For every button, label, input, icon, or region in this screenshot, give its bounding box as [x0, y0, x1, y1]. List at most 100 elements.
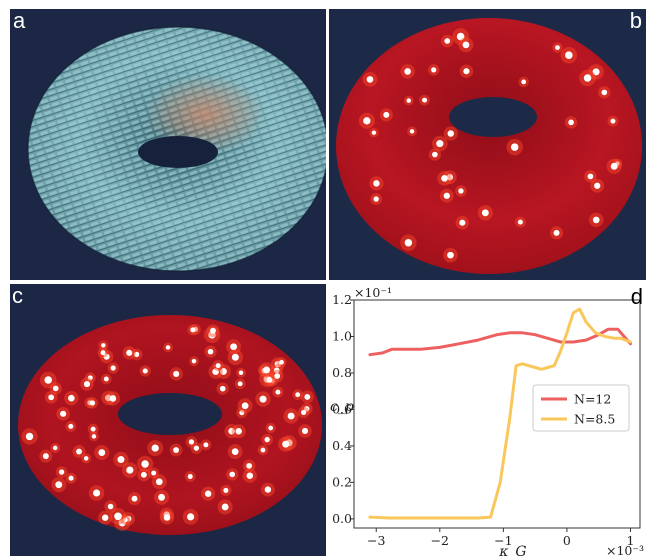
defect-dot	[422, 97, 428, 103]
defect-dot	[555, 45, 560, 50]
defect-dot	[151, 470, 157, 476]
defect-dot	[510, 143, 519, 151]
defect-dot	[87, 375, 93, 381]
defect-dot	[287, 412, 295, 420]
defect-dot	[517, 219, 523, 225]
x-tick-label: 1	[626, 533, 634, 548]
x-tick-label: −1	[494, 533, 512, 548]
panel-c-red-torus: c	[10, 284, 326, 556]
red-torus-image-b	[336, 18, 642, 274]
defect-dot	[133, 351, 140, 358]
defect-dot	[98, 449, 106, 456]
defect-dot	[274, 361, 281, 368]
defect-dot	[103, 376, 109, 382]
defect-dot	[221, 503, 229, 511]
defect-dot	[103, 353, 110, 360]
y-tick-label: 1.0	[332, 328, 352, 343]
defect-dot	[83, 456, 89, 461]
defect-dot	[610, 162, 618, 170]
panel-label-b: b	[629, 9, 642, 33]
defect-dot	[100, 350, 106, 356]
defect-dot	[228, 427, 235, 435]
defect-dot	[140, 471, 147, 478]
defect-dot	[110, 365, 116, 371]
defect-dot	[190, 327, 196, 333]
defect-dot	[173, 447, 180, 453]
defect-dot	[165, 345, 171, 350]
defect-dot	[93, 489, 101, 497]
defect-dot	[266, 376, 273, 383]
defect-dot	[264, 436, 270, 443]
defect-dot	[241, 402, 249, 410]
panel-label-c: c	[12, 284, 23, 308]
y-axis-label: c_p	[330, 399, 354, 415]
defect-dot	[187, 474, 193, 480]
red-torus-image-c	[18, 315, 322, 535]
defect-dot	[163, 514, 171, 521]
defect-dot	[207, 348, 214, 355]
defect-dot	[521, 79, 527, 85]
defect-dot	[246, 462, 252, 469]
defect-dot	[264, 486, 272, 493]
x-tick-label: 0	[563, 533, 571, 548]
defect-dot	[126, 466, 134, 474]
defect-dot	[279, 359, 284, 365]
x-tick-label: −3	[367, 533, 385, 548]
defect-dot	[68, 423, 74, 429]
defect-dot	[443, 192, 450, 199]
defect-dot	[204, 490, 212, 497]
defect-dot	[48, 394, 55, 401]
y-multiplier: ×10⁻¹	[354, 285, 392, 300]
defect-dot	[446, 174, 453, 181]
defect-dot	[44, 376, 53, 384]
series-line-n8-5	[368, 307, 632, 520]
defect-dot	[229, 471, 236, 478]
defect-dot	[210, 327, 216, 334]
legend-label: N=12	[574, 392, 611, 407]
defect-dot	[220, 368, 227, 375]
defect-dot	[592, 68, 600, 76]
defect-dot	[463, 68, 470, 75]
defect-dot	[436, 140, 444, 148]
chart-lines	[368, 307, 632, 520]
defect-dot	[304, 393, 311, 400]
defect-dot	[55, 481, 63, 489]
defect-dot	[447, 251, 454, 259]
defect-dot	[91, 434, 97, 439]
defect-dot	[219, 385, 226, 392]
defect-dot	[123, 517, 128, 523]
defect-dot	[68, 394, 75, 402]
plot-frame	[353, 299, 641, 529]
defect-dot	[404, 239, 413, 247]
y-tick-label: 1.2	[332, 292, 352, 307]
defect-dot	[246, 472, 254, 479]
defect-dot	[158, 493, 165, 501]
rod-torus-image	[27, 26, 326, 272]
defect-dot	[109, 395, 117, 402]
defect-dot	[89, 400, 96, 406]
defect-dot	[268, 425, 274, 431]
x-axis-label: κ_G	[498, 544, 526, 556]
defect-dot	[275, 389, 281, 395]
defect-dot	[188, 439, 195, 445]
chart-svg: −3 −2 −1 0 1 0.0 0.2 0.4 0.6 0.8 1.0 1.2 ×10⁻¹ ×10⁻³ c…	[330, 285, 644, 556]
defect-dots-c	[21, 324, 314, 531]
y-tick-label: 0.8	[332, 365, 352, 380]
defect-dot	[274, 373, 281, 379]
y-tick-label: 0.4	[332, 438, 352, 453]
panel-b-red-torus: b	[329, 9, 646, 280]
panel-a-rod-torus: a	[10, 9, 326, 280]
y-tick-label: 0.2	[332, 474, 352, 489]
defect-dots-b	[358, 28, 623, 263]
defect-dot	[583, 74, 592, 82]
defect-dot	[459, 219, 466, 226]
defect-dot	[263, 366, 271, 374]
chart-legend: N=12 N=8.5	[532, 384, 630, 432]
defect-dot	[141, 460, 149, 468]
defect-dot	[126, 349, 133, 356]
defect-dot	[101, 343, 106, 348]
defect-dot	[76, 448, 82, 455]
defect-dot	[458, 188, 464, 194]
y-tick-label: 0.0	[332, 511, 352, 526]
defect-dot	[404, 68, 411, 75]
